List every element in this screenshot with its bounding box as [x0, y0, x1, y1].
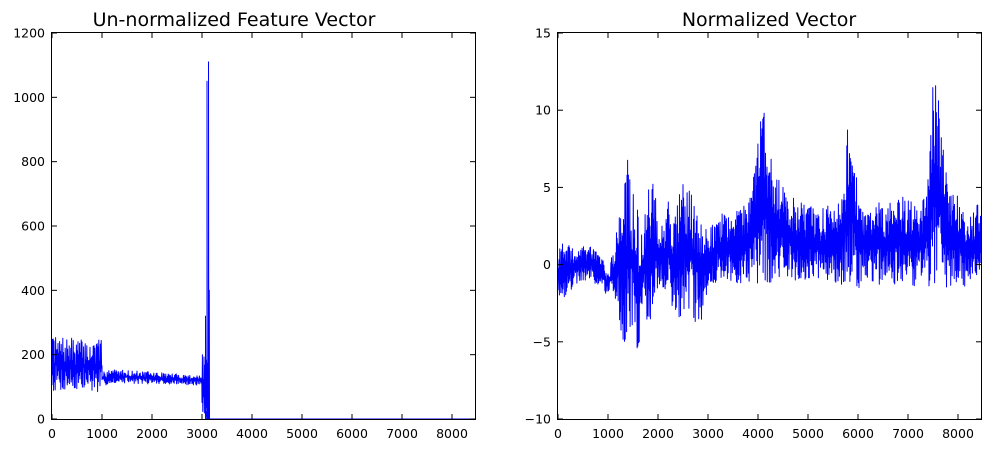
tick-layer-unnormalized: 0 1000 2000 3000 4000 5000 6000 7000 8000 0 200 400… — [13, 26, 475, 441]
y-tick-label-unnormalized: 200 — [21, 347, 45, 362]
series-line-unnormalized — [51, 61, 475, 420]
x-tick-label-normalized: 5000 — [792, 426, 824, 441]
x-tick-label-unnormalized: 6000 — [336, 426, 368, 441]
chart-unnormalized: Un-normalized Feature Vector 0 1000 2000 30… — [13, 9, 476, 441]
y-tick-label-unnormalized: 600 — [21, 219, 45, 234]
y-tick-label-unnormalized: 400 — [21, 283, 45, 298]
x-tick-label-normalized: 0 — [554, 426, 562, 441]
y-tick-label-normalized: 0 — [543, 257, 551, 272]
tick-layer-normalized: 0 1000 2000 3000 4000 5000 6000 7000 8000 −10 −5 0 5… — [525, 26, 981, 441]
x-tick-label-unnormalized: 7000 — [386, 426, 418, 441]
x-tick-label-normalized: 8000 — [942, 426, 974, 441]
x-tick-label-normalized: 4000 — [742, 426, 774, 441]
x-tick-label-normalized: 1000 — [592, 426, 624, 441]
chart-normalized: Normalized Vector 0 1000 2000 3000 4000 5000 6… — [525, 9, 982, 441]
x-tick-label-unnormalized: 5000 — [286, 426, 318, 441]
y-tick-label-normalized: 5 — [543, 180, 551, 195]
x-tick-label-unnormalized: 4000 — [236, 426, 268, 441]
y-tick-label-unnormalized: 1200 — [13, 26, 45, 41]
x-tick-label-normalized: 6000 — [842, 426, 874, 441]
x-tick-label-unnormalized: 3000 — [186, 426, 218, 441]
y-tick-label-normalized: −10 — [525, 412, 551, 427]
y-tick-label-unnormalized: 1000 — [13, 90, 45, 105]
series-layer-normalized — [557, 85, 982, 349]
x-tick-label-unnormalized: 8000 — [436, 426, 468, 441]
y-tick-label-normalized: 10 — [535, 103, 551, 118]
chart-title-unnormalized: Un-normalized Feature Vector — [93, 9, 376, 31]
series-line-normalized — [557, 85, 982, 349]
y-tick-label-normalized: 15 — [535, 26, 551, 41]
chart-title-normalized: Normalized Vector — [682, 9, 857, 31]
y-tick-label-normalized: −5 — [533, 334, 551, 349]
y-tick-label-unnormalized: 0 — [37, 412, 45, 427]
x-tick-label-normalized: 2000 — [642, 426, 674, 441]
x-tick-label-normalized: 7000 — [892, 426, 924, 441]
x-tick-label-unnormalized: 2000 — [136, 426, 168, 441]
series-layer-unnormalized — [51, 61, 475, 420]
plot-frame-unnormalized — [51, 32, 476, 420]
x-tick-label-unnormalized: 1000 — [86, 426, 118, 441]
x-tick-label-unnormalized: 0 — [48, 426, 56, 441]
y-tick-label-unnormalized: 800 — [21, 154, 45, 169]
x-tick-label-normalized: 3000 — [692, 426, 724, 441]
plot-frame-normalized — [557, 32, 982, 420]
